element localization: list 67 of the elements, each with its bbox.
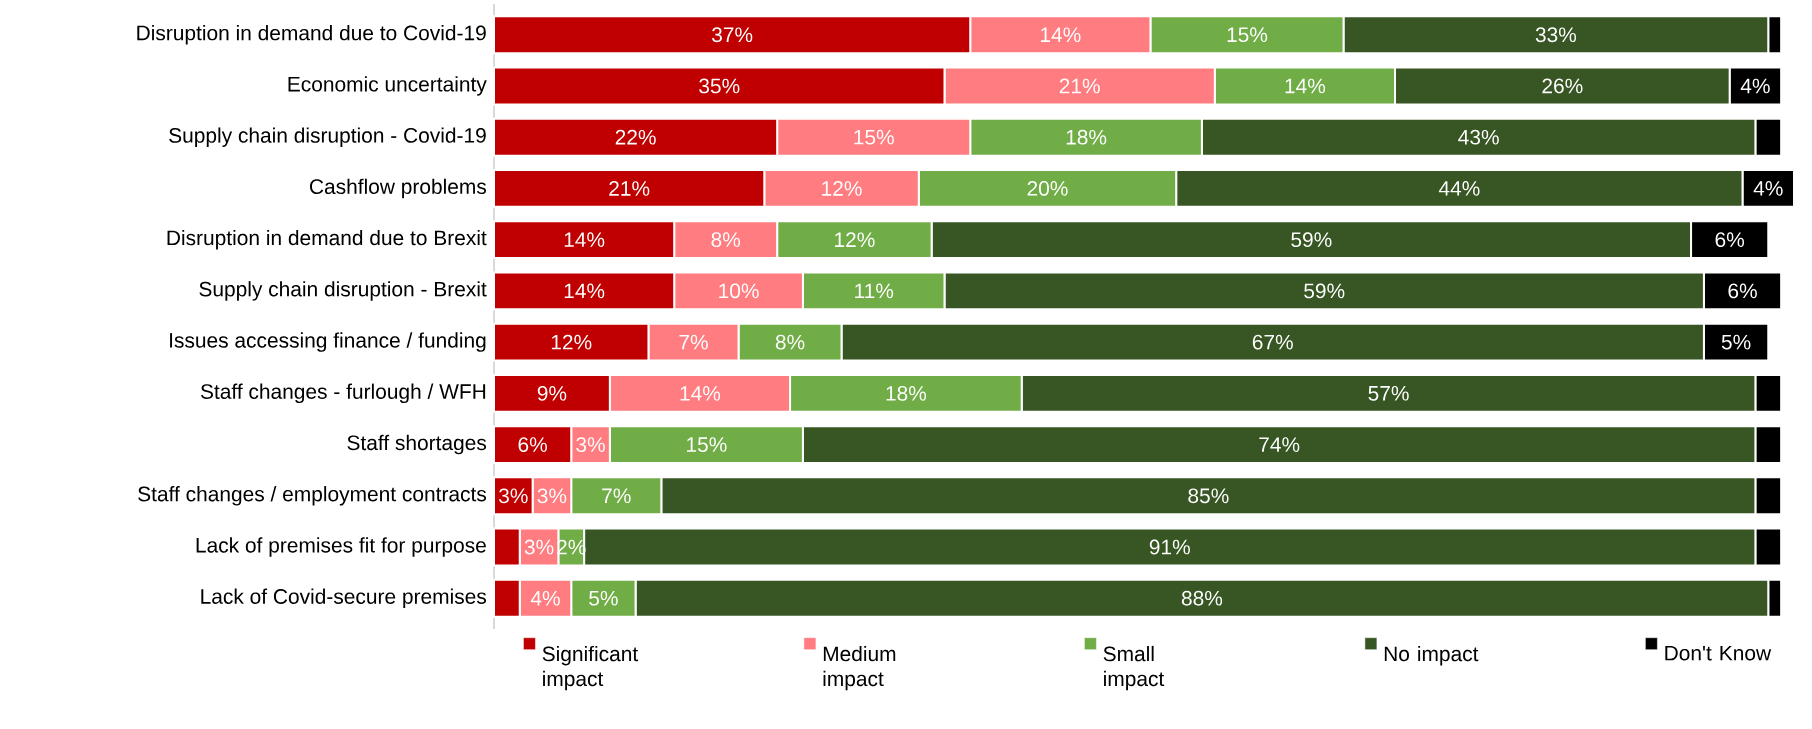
y-tick-label: Staff changes - furlough / WFH	[200, 383, 486, 404]
data-label: 21%	[1059, 78, 1100, 94]
data-label: 3%	[524, 539, 554, 555]
data-label: 67%	[1252, 334, 1293, 350]
data-label: 7%	[602, 488, 631, 504]
y-tick-label: Disruption in demand due to Brexit	[167, 229, 487, 250]
y-tick-label: Cashflow problems	[309, 178, 487, 199]
data-label: 15%	[1227, 27, 1268, 43]
data-label: 14%	[680, 386, 721, 401]
data-label: 15%	[687, 437, 727, 452]
y-tick-label: Staff shortages	[347, 434, 487, 455]
data-label: 20%	[1027, 181, 1068, 196]
data-label: 8%	[711, 232, 741, 248]
data-label: 15%	[854, 129, 894, 145]
data-label: 85%	[1188, 488, 1229, 504]
data-label: 33%	[1535, 27, 1577, 43]
legend-label: No impact	[1384, 645, 1479, 666]
y-tick-label: Issues accessing finance / funding	[170, 332, 486, 352]
data-label: 7%	[679, 334, 708, 350]
legend-label: Medium impact	[823, 645, 896, 691]
data-label: 59%	[1304, 283, 1345, 299]
data-label: 3%	[576, 437, 605, 452]
y-tick-label: Staff changes / employment contracts	[138, 486, 487, 506]
data-label: 14%	[564, 232, 605, 247]
data-label: 4%	[1753, 181, 1783, 196]
data-label: 6%	[1715, 232, 1745, 248]
data-label: 37%	[711, 27, 753, 43]
data-label: 18%	[886, 385, 927, 401]
data-label: 5%	[1721, 334, 1751, 350]
y-tick-label: Supply chain disruption - Brexit	[199, 281, 487, 301]
data-label: 43%	[1458, 129, 1499, 145]
data-label: 44%	[1438, 181, 1480, 196]
data-label: 6%	[1728, 283, 1757, 299]
data-label: 14%	[1285, 78, 1326, 94]
legend-label: Significant impact	[542, 645, 639, 691]
data-label: 8%	[775, 334, 805, 350]
data-label: 4%	[530, 590, 560, 606]
data-label: 74%	[1259, 437, 1300, 452]
data-label: 5%	[589, 590, 618, 606]
data-label: 12%	[822, 181, 862, 196]
data-label: 91%	[1149, 539, 1190, 555]
data-label: 57%	[1368, 385, 1409, 401]
data-label: 59%	[1291, 232, 1332, 248]
legend-label: Don't Know	[1665, 645, 1772, 661]
data-label: 10%	[719, 283, 759, 299]
data-label: 88%	[1181, 590, 1223, 606]
data-label: 22%	[615, 129, 656, 145]
data-label: 6%	[518, 437, 547, 452]
data-label: 12%	[835, 232, 875, 248]
y-tick-label: Lack of premises fit for purpose	[196, 537, 486, 557]
data-label: 3%	[498, 488, 528, 504]
data-label: 18%	[1066, 129, 1107, 145]
legend-label: Small impact	[1103, 645, 1165, 691]
data-label: 26%	[1542, 78, 1583, 94]
y-tick-label: Disruption in demand due to Covid-19	[137, 24, 486, 45]
data-label: 3%	[537, 488, 567, 504]
data-label: 35%	[699, 78, 740, 94]
y-tick-label: Supply chain disruption - Covid-19	[169, 127, 486, 147]
data-label: 4%	[1740, 78, 1770, 94]
data-label: 14%	[1041, 27, 1081, 43]
data-label: 14%	[564, 283, 605, 299]
y-tick-label: Economic uncertainty	[288, 76, 487, 96]
y-tick-label: Lack of Covid-secure premises	[201, 588, 487, 609]
data-label: 9%	[537, 385, 567, 401]
data-label: 11%	[855, 283, 894, 299]
data-label: 21%	[609, 181, 650, 196]
data-label: 12%	[551, 334, 592, 350]
